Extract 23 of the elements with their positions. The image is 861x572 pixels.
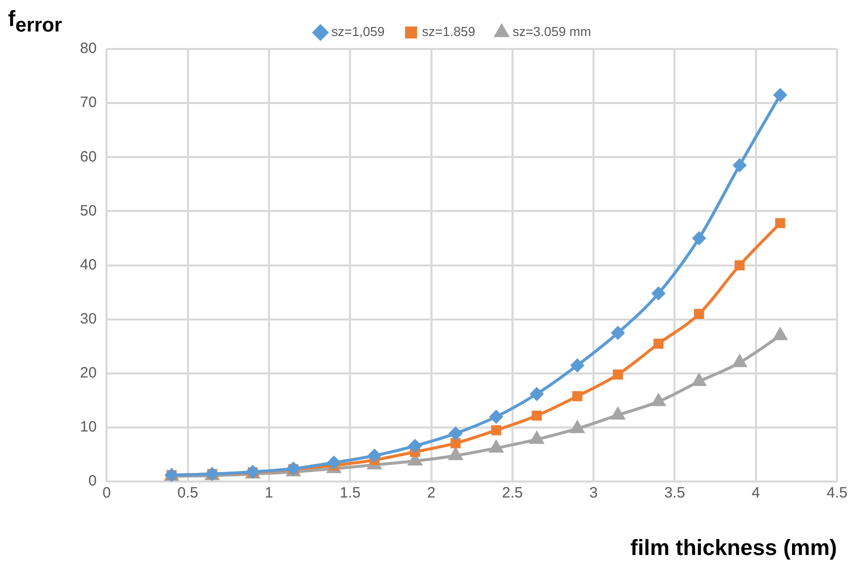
x-tick-label: 1 (264, 484, 274, 502)
x-tick-label: 2 (427, 484, 436, 502)
y-tick-label: 20 (80, 364, 97, 382)
x-tick-label: 0.5 (177, 484, 198, 502)
y-tick-label: 40 (80, 256, 97, 274)
x-tick-label: 3.5 (664, 484, 686, 502)
legend-label: sz=3.059 mm (512, 24, 592, 40)
legend-label: sz=1,059 (331, 24, 385, 40)
y-tick-label: 80 (80, 40, 97, 58)
x-tick-label: 4.5 (826, 484, 848, 502)
legend-label: sz=1.859 (422, 24, 476, 40)
x-axis-title: film thickness (mm) (630, 534, 837, 560)
y-tick-label: 50 (80, 202, 97, 220)
x-tick-label: 0 (102, 484, 111, 502)
y-tick-label: 0 (88, 472, 97, 490)
x-tick-label: 1.5 (340, 484, 361, 502)
y-tick-label: 60 (80, 148, 97, 166)
x-tick-label: 4 (752, 484, 760, 502)
y-tick-label: 70 (80, 94, 97, 112)
x-tick-label: 2.5 (502, 484, 523, 502)
x-tick-label: 3 (589, 484, 598, 502)
y-tick-label: 30 (80, 310, 97, 328)
y-tick-label: 10 (80, 418, 97, 436)
